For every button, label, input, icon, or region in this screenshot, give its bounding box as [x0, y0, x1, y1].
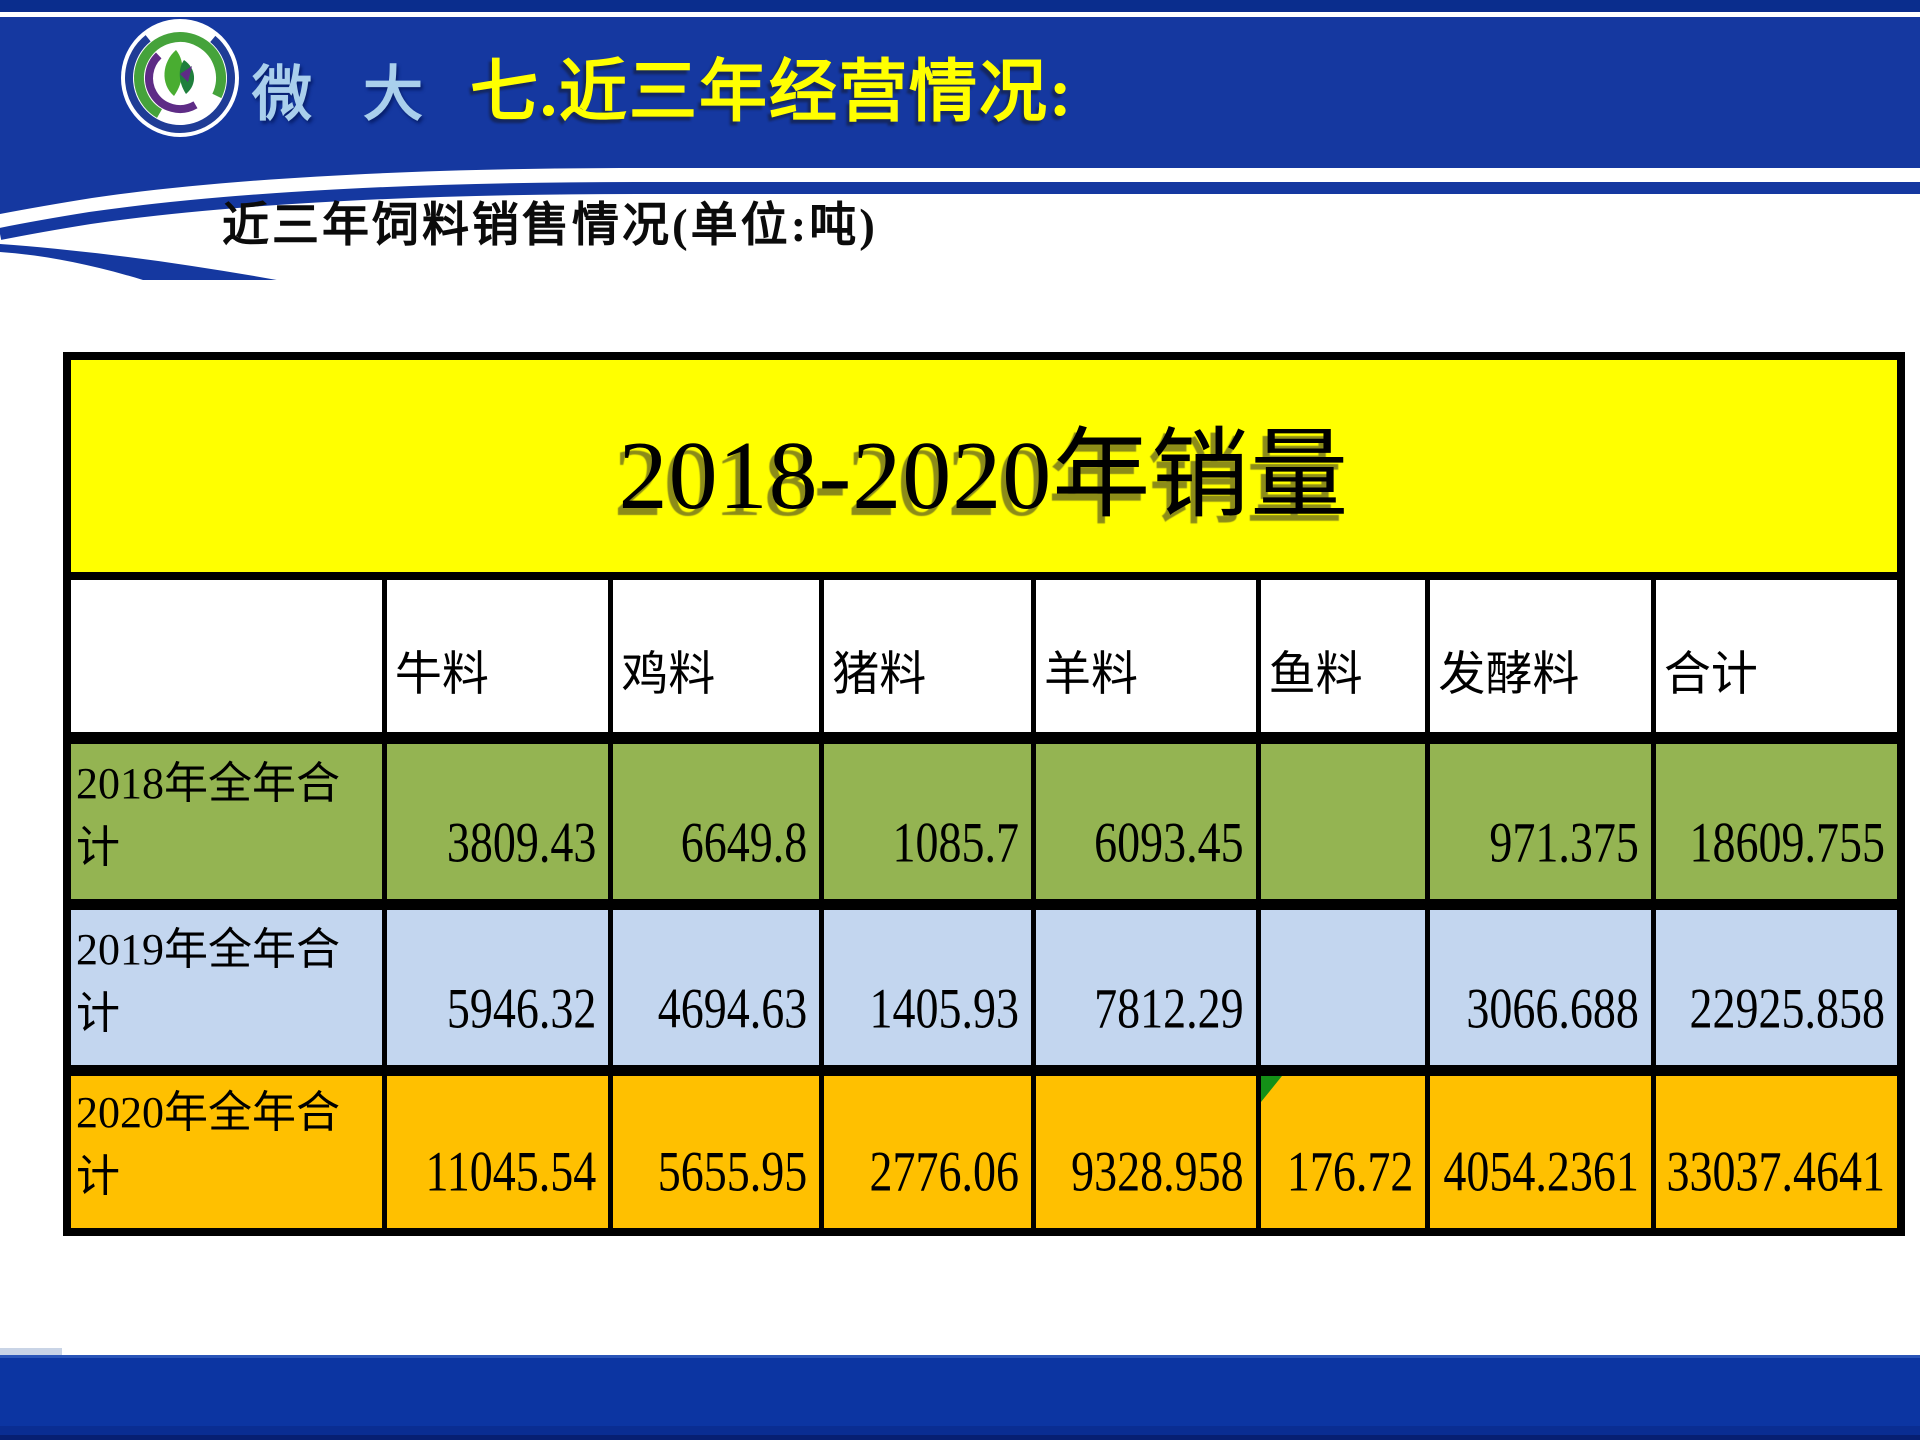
corner-cell — [71, 580, 387, 732]
table-body: 2018年全年合计 3809.43 6649.8 1085.7 6093.45 971.3… — [71, 744, 1897, 1228]
value-cell: 18609.755 — [1689, 810, 1885, 874]
value-cell: 5946.32 — [387, 910, 614, 1065]
value-cell — [1261, 910, 1431, 1065]
table-row: 2019年全年合计 5946.32 4694.63 1405.93 7812.29 306… — [71, 910, 1897, 1076]
subtitle: 近三年饲料销售情况(单位:吨) — [222, 200, 878, 252]
value-cell: 176.72 — [1260, 1076, 1431, 1228]
column-header: 合计 — [1663, 649, 1758, 701]
row-label: 2018年全年合计 — [71, 744, 387, 899]
row-label: 2019年全年合计 — [71, 910, 387, 1065]
value-cell: 6093.45 — [1036, 744, 1261, 899]
value-cell: 22925.858 — [1689, 976, 1885, 1040]
value-cell: 3066.688 — [1430, 910, 1656, 1065]
value-cell: 971.375 — [1430, 744, 1656, 899]
column-header: 鸡料 — [613, 580, 825, 732]
table-row: 2020年全年合计 11045.54 5655.95 2776.06 9328.958 1… — [71, 1076, 1897, 1228]
value-cell: 1405.93 — [824, 910, 1037, 1065]
column-header: 羊料 — [1036, 580, 1261, 732]
column-header: 猪料 — [824, 580, 1037, 732]
page-title: 七.近三年经营情况: — [470, 54, 1074, 130]
company-logo-icon — [118, 16, 242, 140]
value-cell: 9328.958 — [1036, 1076, 1261, 1228]
column-header: 发酵料 — [1430, 580, 1656, 732]
value-cell: 5655.95 — [613, 1076, 825, 1228]
value-cell: 6649.8 — [613, 744, 825, 899]
column-header: 牛料 — [387, 580, 614, 732]
logo-text: 微 大 — [252, 62, 441, 128]
table-banner-title: 2018-2020年销量 — [71, 360, 1897, 580]
footer-bar — [0, 1355, 1920, 1440]
value-cell: 7812.29 — [1036, 910, 1261, 1065]
value-cell: 11045.54 — [387, 1076, 614, 1228]
column-header: 鱼料 — [1261, 580, 1431, 732]
value-cell — [1261, 744, 1431, 899]
value-cell: 2776.06 — [824, 1076, 1037, 1228]
header-banner-graphic — [0, 0, 1920, 280]
green-corner-marker-icon — [1260, 1076, 1287, 1102]
value-cell: 1085.7 — [824, 744, 1037, 899]
value-cell: 3809.43 — [387, 744, 614, 899]
table-header-row: 牛料 鸡料 猪料 羊料 鱼料 发酵料 合计 — [71, 580, 1897, 744]
row-label: 2020年全年合计 — [71, 1076, 387, 1228]
value-cell: 4694.63 — [613, 910, 825, 1065]
sales-table: 2018-2020年销量 牛料 鸡料 猪料 羊料 鱼料 发酵料 合计 2018年全年合计 38… — [63, 352, 1905, 1236]
footer-notch — [0, 1348, 62, 1357]
value-cell: 4054.2361 — [1430, 1076, 1656, 1228]
value-cell: 33037.4641 — [1666, 1139, 1885, 1203]
table-row: 2018年全年合计 3809.43 6649.8 1085.7 6093.45 971.3… — [71, 744, 1897, 910]
